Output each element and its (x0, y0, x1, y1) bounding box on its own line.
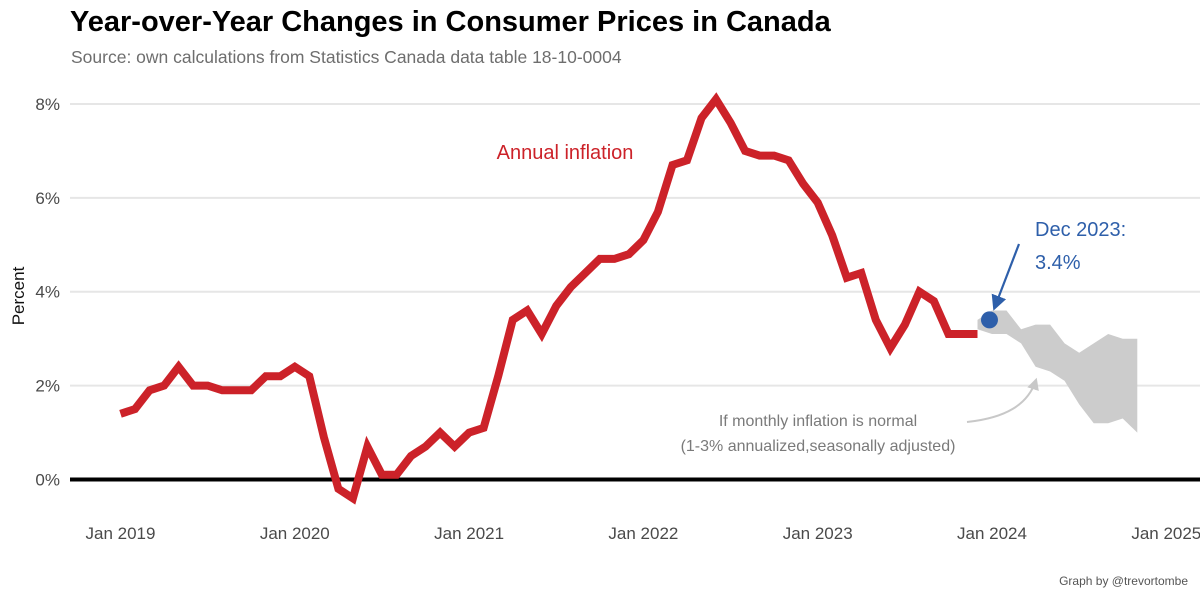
chart-title: Year-over-Year Changes in Consumer Price… (70, 6, 831, 38)
chart-annotations: Annual inflation Dec 2023: 3.4% If monthly … (497, 142, 1127, 455)
highlight-point (980, 311, 998, 329)
x-tick-label: Jan 2019 (86, 524, 156, 543)
x-tick-label: Jan 2022 (608, 524, 678, 543)
inflation-line (119, 92, 978, 505)
band-note-line1: If monthly inflation is normal (719, 413, 917, 430)
y-tick-label: 8% (35, 95, 60, 114)
y-tick-label: 6% (35, 189, 60, 208)
inflation-series (119, 92, 978, 505)
y-tick-label: 4% (35, 283, 60, 302)
x-tick-label: Jan 2024 (957, 524, 1027, 543)
forecast-band (977, 310, 1138, 433)
forecast-band-area (977, 310, 1138, 433)
x-tick-label: Jan 2023 (783, 524, 853, 543)
x-tick-label: Jan 2020 (260, 524, 330, 543)
callout-label-month: Dec 2023: (1035, 219, 1126, 241)
band-note-arrow (966, 377, 1039, 423)
axis-labels: 0% 2% 4% 6% 8% Jan 2019 Jan 2020 Jan 2021 Jan 20… (35, 95, 1200, 543)
callout-arrow (991, 243, 1021, 311)
y-tick-label: 0% (35, 471, 60, 490)
band-note-line2: (1-3% annualized,seasonally adjusted) (681, 438, 956, 455)
x-tick-label: Jan 2025 (1131, 524, 1200, 543)
chart-subtitle: Source: own calculations from Statistics… (71, 47, 622, 67)
y-axis-title: Percent (9, 266, 28, 325)
x-tick-label: Jan 2021 (434, 524, 504, 543)
caption: Graph by @trevortombe (1059, 574, 1188, 588)
series-label-annual-inflation: Annual inflation (497, 142, 634, 164)
y-tick-label: 2% (35, 377, 60, 396)
callout-label-value: 3.4% (1035, 252, 1081, 274)
